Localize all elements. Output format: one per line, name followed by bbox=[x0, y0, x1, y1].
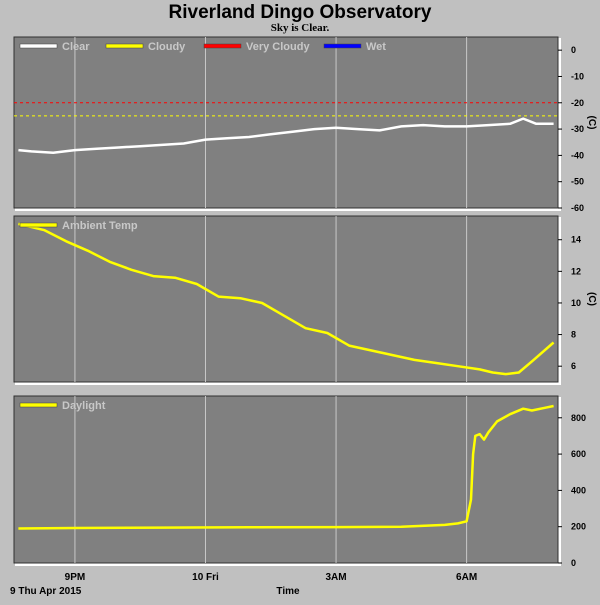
legend-label: Cloudy bbox=[148, 41, 186, 53]
y-tick-label: 10 bbox=[571, 298, 581, 308]
legend-label: Ambient Temp bbox=[62, 220, 138, 232]
y-tick-label: -50 bbox=[571, 177, 584, 187]
chart-title: Riverland Dingo Observatory bbox=[169, 2, 432, 23]
chart-subtitle: Sky is Clear. bbox=[271, 22, 330, 34]
legend-swatch bbox=[323, 43, 362, 49]
y-unit-label: (C) bbox=[586, 116, 597, 130]
panel-1: 0 -10 -20 -30 -40 -50 -60 (C) Clear Cloudy Very Cl… bbox=[13, 36, 597, 213]
legend-item: Very Cloudy bbox=[203, 41, 310, 53]
legend-swatch bbox=[19, 43, 58, 49]
x-tick-label: 9PM bbox=[65, 572, 86, 583]
plot-area bbox=[13, 215, 559, 383]
x-tick-label: 10 Fri bbox=[192, 572, 219, 583]
legend-swatch bbox=[105, 43, 144, 49]
legend-item: Wet bbox=[323, 41, 386, 53]
y-tick-label: 8 bbox=[571, 330, 576, 340]
x-tick-label: 3AM bbox=[325, 572, 346, 583]
y-tick-label: 600 bbox=[571, 449, 586, 459]
legend-label: Wet bbox=[366, 41, 386, 53]
legend-item: Daylight bbox=[19, 400, 106, 412]
panel-2: 14 12 10 8 6 (C) Ambient Temp bbox=[13, 215, 597, 385]
y-tick-label: 0 bbox=[571, 45, 576, 55]
legend-label: Daylight bbox=[62, 400, 106, 412]
y-tick-label: -60 bbox=[571, 203, 584, 213]
legend-label: Clear bbox=[62, 41, 90, 53]
date-label: 9 Thu Apr 2015 bbox=[10, 586, 82, 597]
legend-item: Cloudy bbox=[105, 41, 186, 53]
x-axis-ticks: 9PM 10 Fri 3AM 6AM bbox=[65, 572, 478, 583]
y-unit-label: (C) bbox=[586, 292, 597, 306]
y-tick-label: 0 bbox=[571, 558, 576, 568]
plot-area bbox=[13, 36, 559, 209]
y-tick-label: 800 bbox=[571, 413, 586, 423]
y-tick-label: 12 bbox=[571, 266, 581, 276]
legend-swatch bbox=[203, 43, 242, 49]
legend-swatch bbox=[19, 402, 58, 408]
legend-item: Clear bbox=[19, 41, 90, 53]
y-tick-label: 200 bbox=[571, 522, 586, 532]
x-tick-label: 6AM bbox=[456, 572, 477, 583]
panel-3: 800 600 400 200 0 Daylight bbox=[13, 395, 586, 568]
y-tick-label: 6 bbox=[571, 361, 576, 371]
y-tick-label: 400 bbox=[571, 485, 586, 495]
series-line-clear bbox=[18, 117, 554, 155]
series-line-ambient-temp bbox=[18, 222, 555, 376]
legend-swatch bbox=[19, 222, 58, 228]
plot-area bbox=[13, 395, 559, 564]
y-tick-label: -20 bbox=[571, 98, 584, 108]
x-axis-label: Time bbox=[276, 586, 300, 597]
y-tick-label: -40 bbox=[571, 150, 584, 160]
chart-panels: 0 -10 -20 -30 -40 -50 -60 (C) Clear Cloudy Very Cl… bbox=[13, 36, 597, 568]
y-tick-label: 14 bbox=[571, 235, 581, 245]
y-tick-label: -10 bbox=[571, 71, 584, 81]
y-tick-label: -30 bbox=[571, 124, 584, 134]
legend-label: Very Cloudy bbox=[246, 41, 310, 53]
series-line-daylight bbox=[18, 404, 554, 530]
legend-item: Ambient Temp bbox=[19, 220, 138, 232]
